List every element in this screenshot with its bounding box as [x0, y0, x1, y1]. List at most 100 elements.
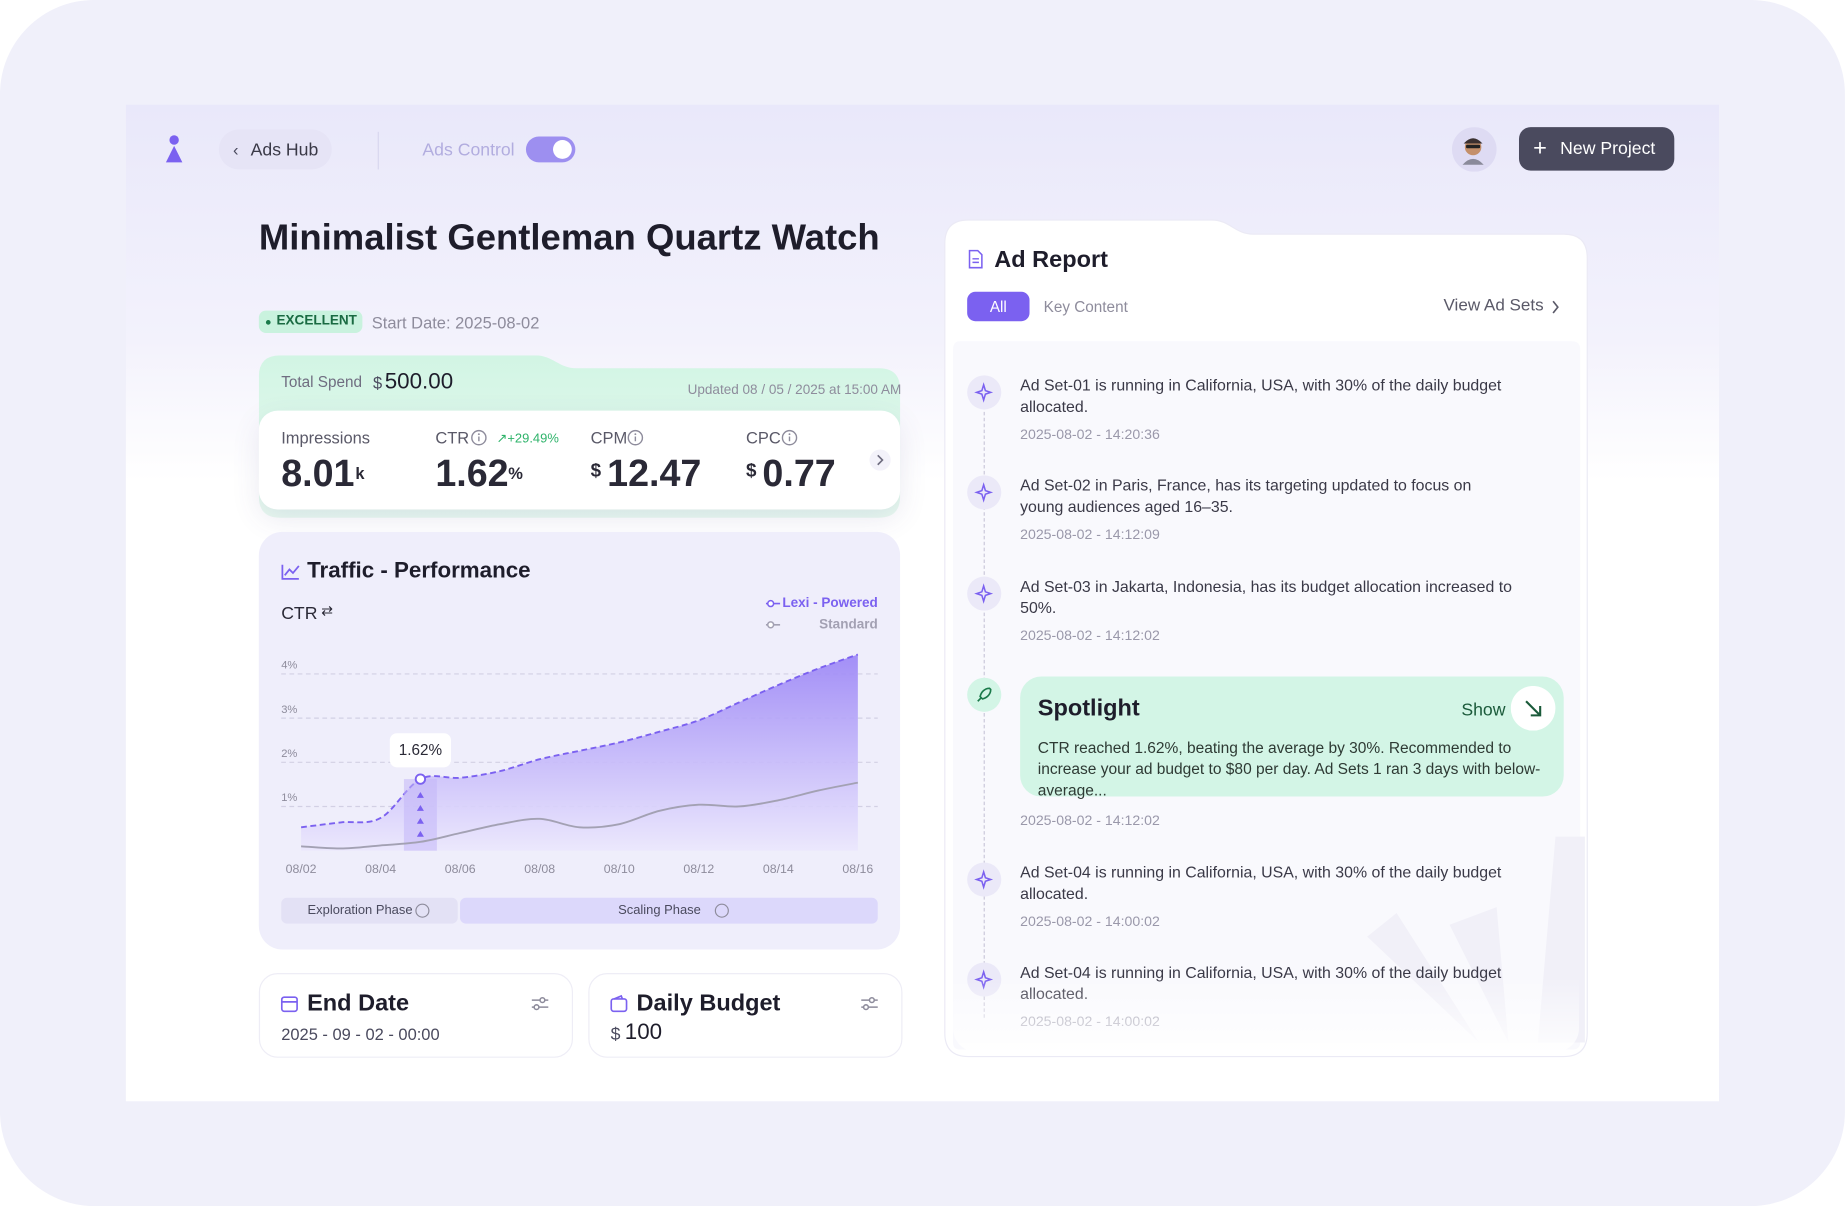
- item-text: Ad Set-04 is running in California, USA,…: [1020, 863, 1502, 903]
- x-tick-label: 08/02: [286, 862, 317, 876]
- calendar-icon: [280, 996, 298, 1013]
- y-axis-title: CTR: [281, 603, 317, 623]
- toggle[interactable]: [525, 135, 577, 163]
- info-icon[interactable]: [781, 428, 800, 447]
- daily-budget-value: 100: [624, 1020, 663, 1045]
- phase-info: [415, 903, 430, 918]
- toggle-label: Ads Control: [422, 140, 515, 161]
- metric-value: 0.77: [762, 451, 836, 495]
- daily-budget-currency: $: [610, 1024, 621, 1045]
- metric-value: 8.01: [281, 451, 355, 495]
- item-text: Ad Set-02 in Paris, France, has its targ…: [1020, 476, 1472, 516]
- chart-icon: [281, 564, 300, 580]
- spotlight-button[interactable]: [1510, 685, 1556, 731]
- plus-icon: +: [1533, 135, 1547, 162]
- end-date-card: [258, 973, 574, 1058]
- phase-bar: [460, 897, 878, 924]
- metric-label: Impressions: [281, 428, 371, 448]
- start-date: Start Date: 2025-08-02: [371, 312, 540, 332]
- tab-label[interactable]: Key Content: [1043, 297, 1128, 316]
- phase-label: Exploration Phase: [308, 902, 413, 917]
- next-arrow[interactable]: [868, 448, 892, 472]
- y-tick-label: 4%: [281, 660, 297, 672]
- y-tick-label: 3%: [281, 704, 297, 716]
- legend-dot: [766, 599, 775, 608]
- tab-label[interactable]: All: [989, 297, 1007, 316]
- x-tick-label: 08/14: [763, 862, 794, 876]
- item-text: Ad Set-03 in Jakarta, Indonesia, has its…: [1020, 577, 1512, 617]
- spotlight-title: Spotlight: [1037, 695, 1140, 722]
- badge-label: EXCELLENT: [276, 314, 357, 329]
- end-date-title: End Date: [307, 990, 410, 1017]
- sparkle: [974, 583, 994, 604]
- settings-icon[interactable]: [860, 995, 879, 1011]
- settings-icon[interactable]: [531, 995, 550, 1011]
- button-label[interactable]: New Project: [1560, 138, 1656, 159]
- spotlight-card: [1020, 676, 1564, 797]
- daily-budget-card: [588, 973, 903, 1058]
- x-tick-label: 08/12: [683, 862, 714, 876]
- marker-arrow: [416, 830, 424, 837]
- back-button[interactable]: [218, 129, 332, 170]
- back-label[interactable]: Ads Hub: [250, 140, 319, 161]
- item-text: Ad Set-01 is running in California, USA,…: [1020, 376, 1502, 416]
- x-tick-label: 08/04: [365, 862, 396, 876]
- badge: EXCELLENT: [258, 310, 363, 333]
- item-time: 2025-08-02 - 14:00:02: [1020, 913, 1160, 930]
- phase-bar: [281, 897, 458, 924]
- metric-change: ↗+29.49%: [496, 431, 559, 446]
- marker-arrow: [416, 804, 424, 811]
- rocket-icon: [967, 677, 1002, 712]
- line: [301, 781, 859, 850]
- item-icon: [967, 375, 1002, 410]
- legend-label: Lexi - Powered: [782, 595, 877, 610]
- area: [301, 654, 858, 851]
- metric-value: 1.62: [435, 451, 509, 495]
- info-icon[interactable]: [627, 428, 646, 447]
- daily-budget-title: Daily Budget: [636, 990, 781, 1017]
- point-marker: [414, 773, 427, 785]
- traffic-chart: Traffic - Performance CTR ⇄ 1% 2% 3% 4% 08/02 08…: [281, 558, 878, 924]
- page-title: Minimalist Gentleman Quartz Watch: [258, 216, 880, 258]
- phase-info: [714, 903, 729, 918]
- chart-title: Traffic - Performance: [307, 558, 531, 583]
- item-icon: [967, 862, 1002, 897]
- metric-prefix: $: [590, 461, 602, 482]
- badge-dot: [265, 320, 271, 325]
- list-fade: [953, 976, 1579, 1052]
- spotlight-time: 2025-08-02 - 14:12:02: [1020, 811, 1160, 829]
- item-time: 2025-08-02 - 14:20:36: [1020, 425, 1160, 443]
- metric-unit: k: [355, 463, 365, 483]
- wallet-icon: [610, 994, 628, 1013]
- link-chevron[interactable]: [1550, 299, 1562, 315]
- phase-label: Scaling Phase: [618, 902, 701, 917]
- line: [300, 653, 859, 829]
- highlight-column: [403, 779, 437, 851]
- x-tick-label: 08/08: [524, 862, 555, 876]
- swap-icon: ⇄: [321, 603, 333, 619]
- sparkle: [974, 482, 994, 503]
- tab-active[interactable]: [967, 291, 1030, 322]
- y-tick-label: 1%: [281, 792, 297, 804]
- end-date-value: 2025 - 09 - 02 - 00:00: [281, 1024, 440, 1044]
- info-icon[interactable]: [471, 428, 490, 447]
- legend-label: Standard: [819, 616, 878, 631]
- metrics-card: [258, 410, 901, 510]
- spend-label: Total Spend: [281, 372, 363, 391]
- logo: [165, 135, 183, 163]
- new-project-button[interactable]: + New Project: [1518, 127, 1675, 171]
- spotlight-action[interactable]: Show: [1461, 700, 1506, 721]
- x-tick-label: 08/16: [842, 862, 873, 876]
- rocket-glyph: [977, 687, 992, 702]
- legend-dot: [766, 621, 775, 629]
- item-time: 2025-08-02 - 14:12:02: [1020, 627, 1160, 644]
- spend-amount: 500.00: [384, 369, 454, 395]
- avatar[interactable]: [1451, 127, 1497, 172]
- sparkle: [974, 869, 994, 890]
- x-tick-label: 08/10: [604, 862, 635, 876]
- tooltip: [389, 733, 451, 768]
- y-tick-label: 2%: [281, 748, 297, 760]
- back-chevron: ‹: [232, 140, 239, 159]
- view-ad-sets-link[interactable]: View Ad Sets: [1443, 296, 1544, 316]
